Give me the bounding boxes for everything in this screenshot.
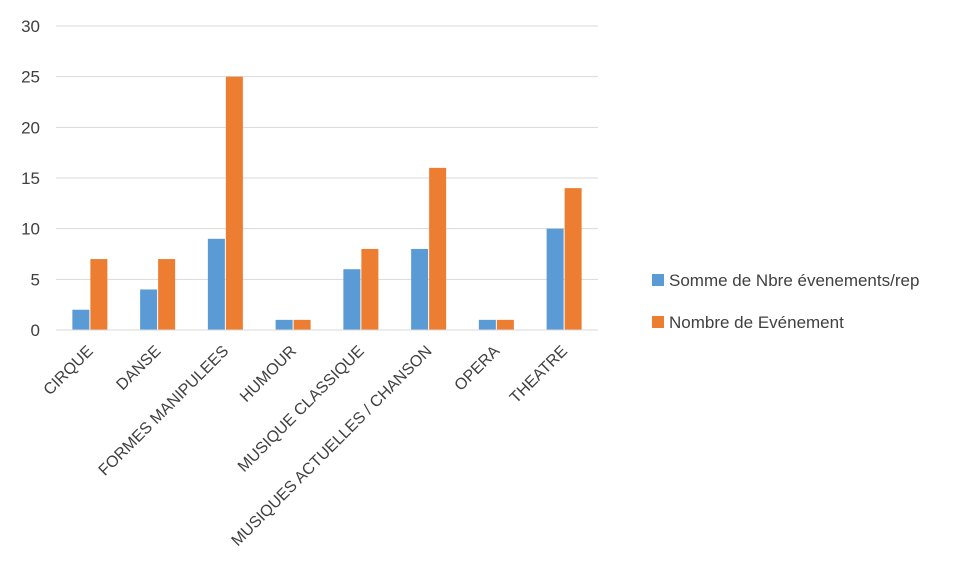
x-tick-label: THEATRE	[507, 343, 571, 407]
bar-somme-1	[140, 289, 158, 330]
bar-nombre-0	[90, 259, 108, 330]
x-tick-label: DANSE	[113, 343, 164, 394]
x-tick-label: OPERA	[452, 343, 504, 395]
y-tick-label: 15	[21, 169, 40, 188]
y-tick-label: 20	[21, 118, 40, 137]
bar-somme-7	[546, 228, 564, 330]
bar-somme-3	[275, 319, 293, 330]
bar-nombre-7	[564, 188, 582, 330]
x-tick-label: FORMES MANIPULEES	[96, 343, 232, 479]
y-tick-label: 5	[31, 270, 40, 289]
x-tick-label: CIRQUE	[41, 343, 97, 399]
bar-somme-4	[343, 269, 361, 330]
bar-nombre-3	[293, 319, 311, 330]
bar-nombre-1	[158, 259, 176, 330]
bar-nombre-2	[225, 76, 243, 331]
legend-swatch	[652, 316, 664, 328]
legend-label: Nombre de Evénement	[669, 313, 844, 332]
bar-nombre-4	[361, 248, 379, 330]
y-tick-label: 0	[31, 321, 40, 340]
y-tick-label: 25	[21, 68, 40, 87]
bar-nombre-6	[496, 319, 514, 330]
gridlines	[56, 25, 598, 280]
x-tick-label: MUSIQUE CLASSIQUE	[235, 343, 368, 476]
bar-somme-0	[72, 309, 90, 330]
bar-somme-5	[411, 248, 429, 330]
bar-somme-2	[207, 238, 225, 330]
y-tick-label: 10	[21, 220, 40, 239]
legend-swatch	[652, 274, 664, 286]
bars	[72, 76, 582, 331]
legend: Somme de Nbre évenements/rep Nombre de Ev…	[652, 271, 919, 332]
bar-nombre-5	[429, 167, 447, 330]
x-tick-label: HUMOUR	[237, 343, 300, 406]
y-axis-tick-labels: 0 5 10 15 20 25 30	[21, 17, 40, 340]
bar-somme-6	[478, 319, 496, 330]
y-tick-label: 30	[21, 17, 40, 36]
legend-label: Somme de Nbre évenements/rep	[669, 271, 919, 290]
